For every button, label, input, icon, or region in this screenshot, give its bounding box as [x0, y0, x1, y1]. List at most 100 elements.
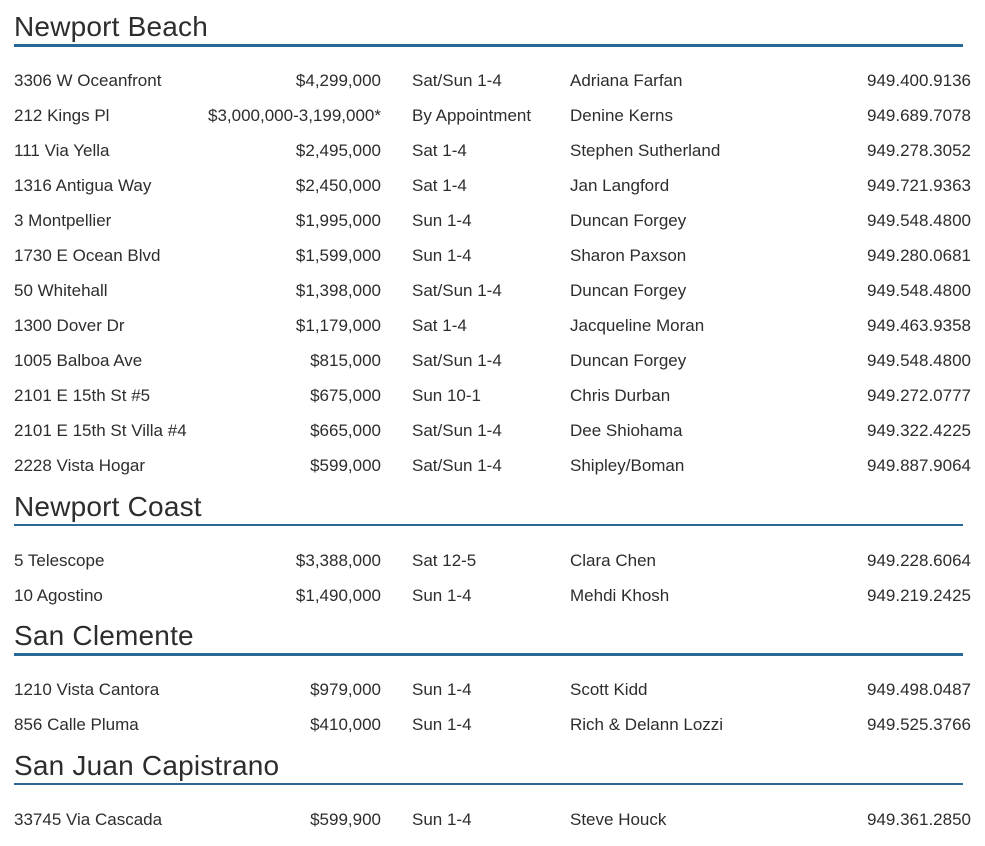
address-price-group: 10 Agostino $1,490,000	[14, 586, 381, 606]
time-cell: Sat 12-5	[412, 550, 477, 570]
time-cell: By Appointment	[412, 106, 532, 126]
agent-cell: Steve Houck	[570, 809, 667, 829]
section-title: San Clemente	[14, 620, 194, 652]
listing-row: 3306 W Oceanfront $4,299,000 Sat/Sun 1-4…	[14, 64, 971, 99]
city-section: Newport Beach 3306 W Oceanfront $4,299,0…	[14, 12, 971, 484]
agent-cell: Clara Chen	[570, 550, 656, 570]
price-cell: $979,000	[310, 680, 381, 700]
agent-cell: Shipley/Boman	[570, 456, 685, 476]
agent-cell: Adriana Farfan	[570, 71, 683, 91]
address-price-group: 1300 Dover Dr $1,179,000	[14, 316, 381, 336]
phone-cell: 949.361.2850	[867, 809, 971, 829]
address-cell: 1730 E Ocean Blvd	[14, 246, 161, 266]
time-cell: Sun 10-1	[412, 386, 481, 406]
section-title: San Juan Capistrano	[14, 749, 280, 781]
listing-row: 1316 Antigua Way $2,450,000 Sat 1-4 Jan …	[14, 169, 971, 204]
price-cell: $4,299,000	[295, 71, 381, 91]
listing-row: 212 Kings Pl $3,000,000-3,199,000* By Ap…	[14, 99, 971, 134]
phone-cell: 949.498.0487	[867, 680, 971, 700]
address-cell: 2101 E 15th St Villa #4	[14, 421, 187, 441]
price-cell: $1,398,000	[295, 281, 381, 301]
address-price-group: 1005 Balboa Ave $815,000	[14, 351, 381, 371]
time-cell: Sat/Sun 1-4	[412, 281, 502, 301]
time-cell: Sat/Sun 1-4	[412, 421, 502, 441]
time-cell: Sun 1-4	[412, 246, 472, 266]
listing-row: 1300 Dover Dr $1,179,000 Sat 1-4 Jacquel…	[14, 309, 971, 344]
section-rule-divider	[14, 653, 963, 656]
section-rule-divider	[14, 782, 963, 786]
agent-cell: Duncan Forgey	[570, 211, 687, 231]
price-cell: $2,450,000	[295, 176, 381, 196]
agent-cell: Jan Langford	[570, 176, 670, 196]
price-cell: $665,000	[310, 421, 381, 441]
phone-cell: 949.463.9358	[867, 316, 971, 336]
address-cell: 1210 Vista Cantora	[14, 680, 160, 700]
time-cell: Sat/Sun 1-4	[412, 456, 502, 476]
address-price-group: 50 Whitehall $1,398,000	[14, 281, 381, 301]
city-section: San Juan Capistrano 33745 Via Cascada $5…	[14, 749, 971, 838]
phone-cell: 949.721.9363	[867, 176, 971, 196]
listing-row: 2228 Vista Hogar $599,000 Sat/Sun 1-4 Sh…	[14, 449, 971, 484]
phone-cell: 949.548.4800	[867, 211, 971, 231]
address-price-group: 1210 Vista Cantora $979,000	[14, 680, 381, 700]
time-cell: Sun 1-4	[412, 680, 472, 700]
agent-cell: Rich & Delann Lozzi	[570, 715, 724, 735]
section-title: Newport Coast	[14, 490, 202, 522]
address-cell: 10 Agostino	[14, 585, 103, 605]
price-cell: $410,000	[310, 715, 381, 735]
address-price-group: 3306 W Oceanfront $4,299,000	[14, 71, 381, 91]
phone-cell: 949.280.0681	[867, 246, 971, 266]
phone-cell: 949.887.9064	[867, 456, 971, 476]
listing-row: 3 Montpellier $1,995,000 Sun 1-4 Duncan …	[14, 204, 971, 239]
section-rule-divider	[14, 523, 963, 527]
phone-cell: 949.219.2425	[867, 585, 971, 605]
listing-row: 1005 Balboa Ave $815,000 Sat/Sun 1-4 Dun…	[14, 344, 971, 379]
time-cell: Sat 1-4	[412, 316, 467, 336]
address-price-group: 111 Via Yella $2,495,000	[14, 141, 381, 161]
city-section: Newport Coast 5 Telescope $3,388,000 Sat…	[14, 490, 971, 614]
address-price-group: 5 Telescope $3,388,000	[14, 551, 381, 571]
time-cell: Sat/Sun 1-4	[412, 71, 502, 91]
time-cell: Sun 1-4	[412, 585, 472, 605]
address-price-group: 856 Calle Pluma $410,000	[14, 715, 381, 735]
agent-cell: Duncan Forgey	[570, 351, 687, 371]
phone-cell: 949.689.7078	[867, 106, 971, 126]
address-price-group: 1316 Antigua Way $2,450,000	[14, 176, 381, 196]
section-rows: 3306 W Oceanfront $4,299,000 Sat/Sun 1-4…	[14, 64, 971, 484]
address-price-group: 3 Montpellier $1,995,000	[14, 211, 381, 231]
agent-cell: Stephen Sutherland	[570, 141, 721, 161]
agent-cell: Sharon Paxson	[570, 246, 687, 266]
agent-cell: Mehdi Khosh	[570, 585, 670, 605]
price-cell: $1,179,000	[295, 316, 381, 336]
address-cell: 3 Montpellier	[14, 211, 112, 231]
agent-cell: Jacqueline Moran	[570, 316, 705, 336]
time-cell: Sat/Sun 1-4	[412, 351, 502, 371]
price-cell: $1,995,000	[295, 211, 381, 231]
section-rule-divider	[14, 44, 963, 47]
address-price-group: 33745 Via Cascada $599,900	[14, 810, 381, 830]
listing-row: 111 Via Yella $2,495,000 Sat 1-4 Stephen…	[14, 134, 971, 169]
time-cell: Sun 1-4	[412, 715, 472, 735]
listing-row: 856 Calle Pluma $410,000 Sun 1-4 Rich & …	[14, 708, 971, 743]
listing-row: 33745 Via Cascada $599,900 Sun 1-4 Steve…	[14, 802, 971, 837]
address-cell: 1300 Dover Dr	[14, 316, 125, 336]
price-cell: $599,000	[310, 456, 381, 476]
phone-cell: 949.548.4800	[867, 281, 971, 301]
agent-cell: Denine Kerns	[570, 106, 674, 126]
address-cell: 856 Calle Pluma	[14, 715, 139, 735]
address-price-group: 1730 E Ocean Blvd $1,599,000	[14, 246, 381, 266]
address-cell: 50 Whitehall	[14, 281, 108, 301]
address-cell: 3306 W Oceanfront	[14, 71, 162, 91]
price-cell: $815,000	[310, 351, 381, 371]
price-cell: $675,000	[310, 386, 381, 406]
listing-row: 2101 E 15th St #5 $675,000 Sun 10-1 Chri…	[14, 379, 971, 414]
listing-row: 10 Agostino $1,490,000 Sun 1-4 Mehdi Kho…	[14, 578, 971, 613]
phone-cell: 949.228.6064	[867, 550, 971, 570]
address-cell: 111 Via Yella	[14, 141, 110, 161]
phone-cell: 949.548.4800	[867, 351, 971, 371]
listing-row: 1210 Vista Cantora $979,000 Sun 1-4 Scot…	[14, 673, 971, 708]
phone-cell: 949.322.4225	[867, 421, 971, 441]
listing-row: 2101 E 15th St Villa #4 $665,000 Sat/Sun…	[14, 414, 971, 449]
section-title: Newport Beach	[14, 11, 209, 42]
